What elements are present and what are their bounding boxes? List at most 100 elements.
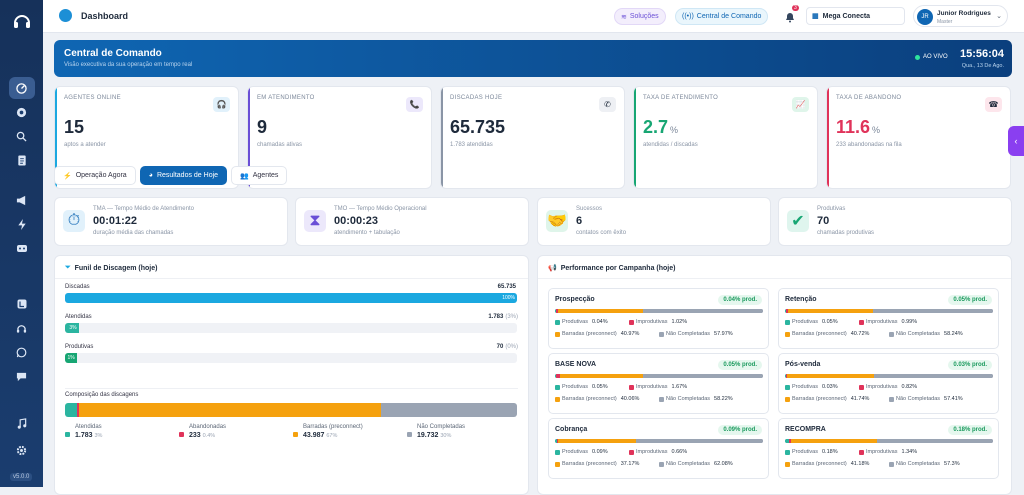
main-content: Central de Comando Visão executiva da su… <box>43 33 1024 495</box>
campaign-card[interactable]: RECOMPRA 0.18% prod. Produtivas 0.18% Imp… <box>778 418 999 479</box>
campaign-legend-barr: Barradas (preconnect) 40.06% <box>555 396 639 402</box>
campaign-bar-segment <box>877 439 993 443</box>
kpi-label: EM ATENDIMENTO <box>257 95 315 101</box>
headset-logo-icon[interactable] <box>9 8 35 34</box>
campaign-bar-segment <box>643 309 763 313</box>
campaign-bar-segment <box>557 309 644 313</box>
user-menu[interactable]: JR Junior Rodrigues Master ⌄ <box>913 5 1008 27</box>
metric-sub: atendimento + tabulação <box>334 230 400 236</box>
headset-icon: 🎧 <box>213 97 230 112</box>
campaign-prod-badge: 0.18% prod. <box>948 425 992 435</box>
funnel-row-label: Produtivas <box>65 344 94 350</box>
campaign-legend-prod: Produtivas 0.09% <box>555 449 608 455</box>
tab-operation-now[interactable]: ⚡ Operação Agora <box>54 166 136 185</box>
campaign-prod-badge: 0.03% prod. <box>948 360 992 370</box>
funnel-row-fill: 1% <box>65 353 77 363</box>
user-name: Junior Rodrigues <box>937 10 991 17</box>
composition-segment <box>65 403 78 417</box>
dashboard-logo-icon <box>59 9 72 22</box>
layers-icon: ≋ <box>621 13 627 21</box>
tab-today-results[interactable]: ◕ Resultados de Hoje <box>139 166 228 185</box>
campaign-card[interactable]: Retenção 0.05% prod. Produtivas 0.05% Imp… <box>778 288 999 349</box>
campaign-legend-improd: Improdutivas 0.66% <box>629 449 687 455</box>
company-selector[interactable]: ▦ Mega Conecta <box>806 7 905 25</box>
trend-up-icon: 📈 <box>792 97 809 112</box>
megaphone-icon[interactable] <box>9 189 35 211</box>
campaign-card[interactable]: BASE NOVA 0.05% prod. Produtivas 0.05% Im… <box>548 353 769 414</box>
avatar: JR <box>917 9 933 25</box>
solutions-button[interactable]: ≋ Soluções <box>614 8 666 25</box>
composition-segment <box>381 403 517 417</box>
phone-call-icon: 📞 <box>406 97 423 112</box>
campaign-stacked-bar <box>555 309 763 313</box>
lightning-icon[interactable] <box>9 213 35 235</box>
phone-icon[interactable] <box>9 293 35 315</box>
kpi-accent-bar <box>55 87 57 188</box>
robot-icon[interactable] <box>9 237 35 259</box>
campaign-stacked-bar <box>785 374 993 378</box>
funnel-row-fill: 100% <box>65 293 517 303</box>
kpi-value: 15 <box>64 117 85 137</box>
version-badge: v5.0.0 <box>10 473 33 481</box>
whatsapp-icon[interactable] <box>9 341 35 363</box>
campaign-prod-badge: 0.05% prod. <box>718 360 762 370</box>
campaign-bar-segment <box>555 439 557 443</box>
search-analytics-icon[interactable] <box>9 125 35 147</box>
command-center-button[interactable]: ((•)) Central de Comando <box>675 8 769 25</box>
campaign-bar-segment <box>872 309 993 313</box>
campaign-card[interactable]: Pós-venda 0.03% prod. Produtivas 0.03% Im… <box>778 353 999 414</box>
metric-label: Produtivas <box>817 206 846 212</box>
metric-sub: duração média das chamadas <box>93 230 174 236</box>
kpi-label: TAXA DE ABANDONO <box>836 95 902 101</box>
metric-label: TMA — Tempo Médio de Atendimento <box>93 206 194 212</box>
campaign-legend-barr: Barradas (preconnect) 40.97% <box>555 331 639 337</box>
funnel-row-track: 1% <box>65 353 517 363</box>
report-icon[interactable] <box>9 149 35 171</box>
campaign-name: BASE NOVA <box>555 361 597 368</box>
campaign-legend-prod: Produtivas 0.18% <box>785 449 838 455</box>
legend-label: Abandonadas <box>189 424 227 430</box>
notification-bell-icon[interactable]: 3 <box>784 5 799 23</box>
campaign-bar-segment <box>874 374 993 378</box>
metric-value: 6 <box>576 215 583 227</box>
campaign-card[interactable]: Cobrança 0.09% prod. Produtivas 0.09% Imp… <box>548 418 769 479</box>
kpi-label: DISCADAS HOJE <box>450 95 503 101</box>
kpi-card: TAXA DE ABANDONO 11.6% 233 abandonadas n… <box>826 86 1011 189</box>
kpi-accent-bar <box>827 87 829 188</box>
campaign-stacked-bar <box>555 439 763 443</box>
metric-sub: chamadas produtivas <box>817 230 875 236</box>
productive-metric-card: ✔ Produtivas 70 chamadas produtivas <box>778 197 1012 246</box>
live-indicator: AO VIVO <box>915 54 948 60</box>
dashboard-icon[interactable] <box>8 77 35 99</box>
metric-label: Sucessos <box>576 206 603 212</box>
campaign-stacked-bar <box>555 374 763 378</box>
megaphone-icon: 📢 <box>548 265 557 272</box>
legend-value: 43.987 67% <box>303 432 338 439</box>
campaign-performance-card: 📢 Performance por Campanha (hoje) Prospec… <box>537 255 1012 495</box>
banner-subtitle: Visão executiva da sua operação em tempo… <box>64 62 193 68</box>
campaign-legend-barr: Barradas (preconnect) 41.18% <box>785 461 869 467</box>
side-panel-toggle[interactable]: ‹ <box>1008 126 1024 156</box>
campaign-legend-barr: Barradas (preconnect) 41.74% <box>785 396 869 402</box>
campaign-name: Retenção <box>785 296 817 303</box>
campaigns-title: 📢 Performance por Campanha (hoje) <box>548 264 676 273</box>
phone-icon: ✆ <box>599 97 616 112</box>
campaign-legend-improd: Improdutivas 0.99% <box>859 319 917 325</box>
kpi-value: 11.6% <box>836 117 881 137</box>
music-icon[interactable] <box>9 412 35 434</box>
chat-icon[interactable] <box>9 365 35 387</box>
campaign-bar-segment <box>635 439 763 443</box>
headset-icon[interactable] <box>9 317 35 339</box>
kpi-value: 65.735 <box>450 117 506 137</box>
legend-value: 1.783 3% <box>75 432 103 439</box>
chart-pie-icon: ◕ <box>148 172 153 179</box>
tab-agents[interactable]: 👥 Agentes <box>231 166 288 185</box>
compass-icon[interactable] <box>9 101 35 123</box>
dial-funnel-card: ⏷ Funil de Discagem (hoje) Discadas 65.73… <box>54 255 529 495</box>
funnel-row-track: 100% <box>65 293 517 303</box>
settings-gear-icon[interactable] <box>9 439 35 461</box>
funnel-row-label: Atendidas <box>65 314 92 320</box>
top-bar: Dashboard ≋ Soluções ((•)) Central de Coma… <box>43 0 1024 33</box>
campaign-legend-nc: Não Completadas 57.3% <box>889 461 960 467</box>
campaign-card[interactable]: Prospecção 0.04% prod. Produtivas 0.04% I… <box>548 288 769 349</box>
